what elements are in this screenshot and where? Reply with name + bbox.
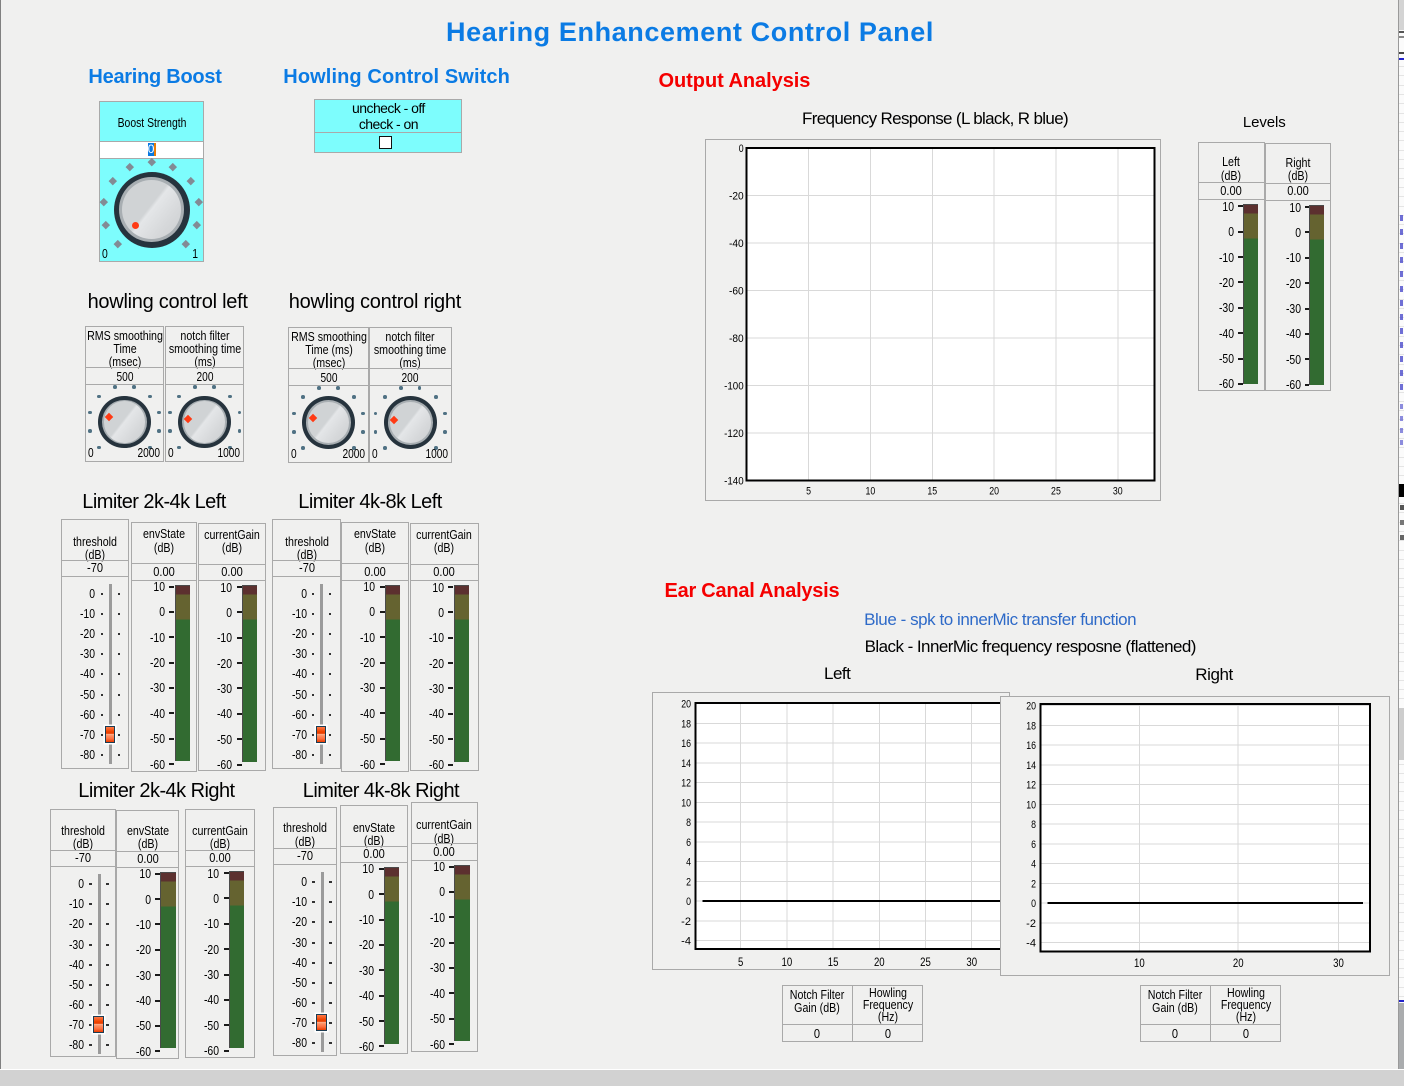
svg-text:30: 30 [1333,956,1344,970]
svg-text:0: 0 [1031,898,1036,910]
svg-text:10: 10 [1134,956,1145,970]
svg-text:6: 6 [686,837,691,849]
svg-text:18: 18 [681,718,691,730]
svg-text:-4: -4 [681,936,691,948]
svg-text:-40: -40 [729,238,744,250]
svg-text:20: 20 [681,699,691,711]
svg-text:16: 16 [1026,740,1036,752]
svg-text:-80: -80 [729,333,744,345]
svg-text:5: 5 [738,955,744,969]
svg-text:8: 8 [686,817,691,829]
svg-text:10: 10 [782,955,793,969]
svg-text:0: 0 [686,896,691,908]
svg-text:12: 12 [1026,780,1036,792]
svg-text:4: 4 [1031,859,1036,871]
svg-text:10: 10 [866,485,876,497]
svg-text:10: 10 [681,797,691,809]
svg-text:-60: -60 [729,286,744,298]
svg-text:15: 15 [828,955,839,969]
svg-text:14: 14 [681,758,691,770]
svg-text:-140: -140 [724,475,744,487]
svg-text:-100: -100 [724,381,744,393]
svg-text:0: 0 [739,143,744,155]
svg-text:20: 20 [874,955,885,969]
svg-text:8: 8 [1031,819,1036,831]
svg-text:30: 30 [966,955,977,969]
svg-text:-2: -2 [1026,918,1036,930]
svg-text:6: 6 [1031,839,1036,851]
svg-text:-2: -2 [681,916,691,928]
svg-text:20: 20 [1232,956,1243,970]
svg-text:16: 16 [681,738,691,750]
svg-text:-20: -20 [729,191,744,203]
svg-text:12: 12 [681,778,691,790]
svg-text:-4: -4 [1026,938,1036,950]
svg-text:14: 14 [1026,760,1036,772]
svg-text:5: 5 [806,485,811,497]
svg-text:20: 20 [989,485,999,497]
svg-text:10: 10 [1026,800,1036,812]
svg-text:4: 4 [686,857,691,869]
svg-text:30: 30 [1113,485,1123,497]
svg-text:25: 25 [1051,485,1061,497]
svg-text:2: 2 [1031,879,1036,891]
svg-text:-120: -120 [724,428,744,440]
svg-text:25: 25 [920,955,931,969]
svg-text:20: 20 [1026,701,1036,713]
svg-text:18: 18 [1026,721,1036,733]
svg-text:2: 2 [686,876,691,888]
svg-text:15: 15 [928,485,938,497]
